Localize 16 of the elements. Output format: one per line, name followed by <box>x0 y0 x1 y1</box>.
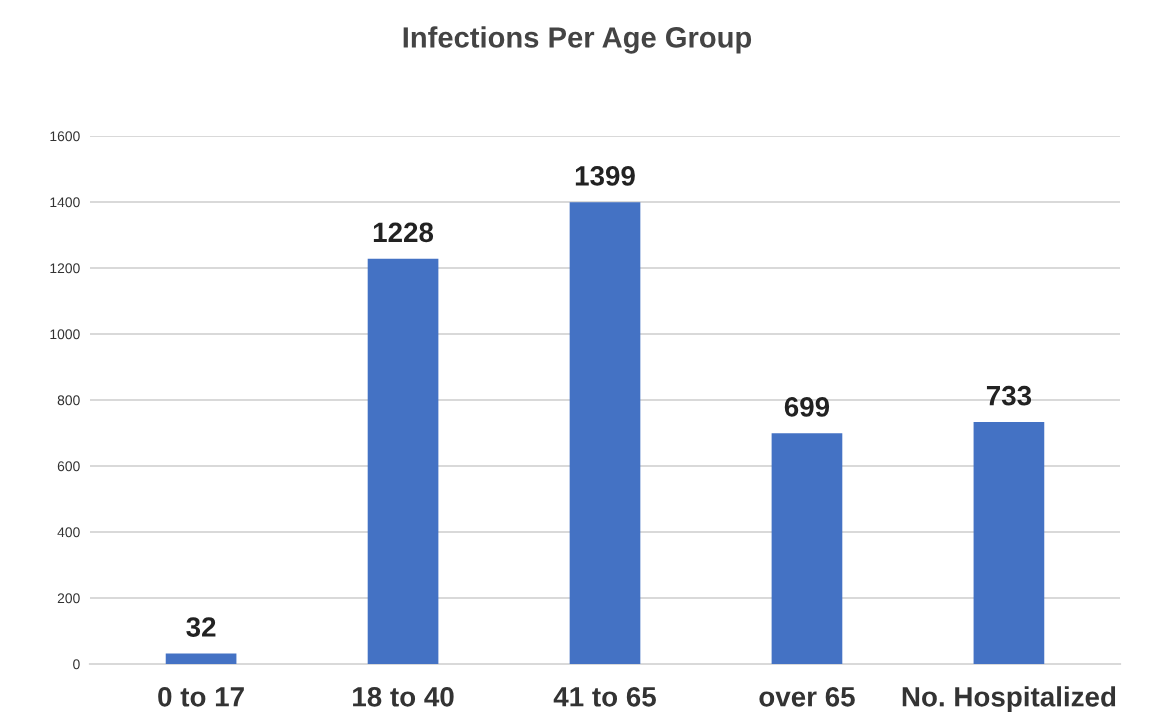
data-label: 32 <box>186 617 216 637</box>
data-label: 1228 <box>373 222 434 243</box>
data-label: 1399 <box>575 166 635 186</box>
x-tick-label: over 65 <box>759 686 855 707</box>
bar <box>771 433 843 664</box>
x-tick-label: 18 to 40 <box>353 686 454 707</box>
data-label: 699 <box>784 397 830 417</box>
bar <box>367 258 439 664</box>
bar <box>973 422 1045 664</box>
x-tick-label: 41 to 65 <box>553 686 656 707</box>
bar <box>165 653 237 664</box>
bar <box>569 202 641 664</box>
data-label: 733 <box>986 385 1032 406</box>
x-tick-label: No. Hospitalized <box>902 686 1116 713</box>
chart-title: Infections Per Age Group <box>403 26 752 54</box>
x-tick-label: 0 to 17 <box>158 686 244 707</box>
